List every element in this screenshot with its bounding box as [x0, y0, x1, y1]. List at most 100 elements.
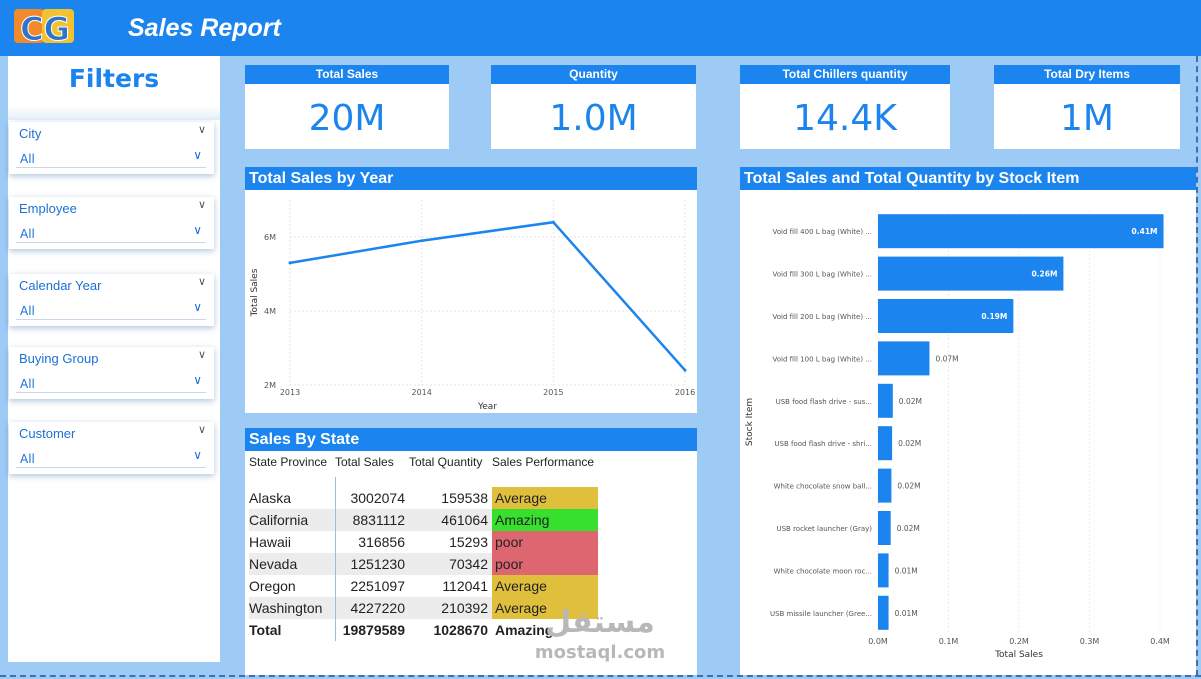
- chevron-down-icon[interactable]: ∨: [193, 448, 202, 462]
- bar[interactable]: [878, 553, 889, 588]
- table-row[interactable]: Hawaii 316856 15293 poor: [249, 531, 598, 553]
- cell-total-sales: 19879589: [342, 622, 405, 638]
- slicer-value: All: [20, 377, 35, 391]
- category-label: USB missile launcher (Gree...: [770, 610, 872, 618]
- sales-by-year-chart: 2M 4M 6M 2013 2014 2015 2016 Year Total Sales: [250, 200, 695, 412]
- bar[interactable]: [878, 468, 892, 503]
- chevron-down-icon[interactable]: ∨: [193, 223, 202, 237]
- x-axis-label: Year: [477, 402, 497, 412]
- kpi-value: 20M: [308, 98, 386, 139]
- sales-by-state-table: State Province Total Sales Total Quantit…: [249, 453, 598, 641]
- bar[interactable]: [878, 299, 1014, 333]
- slicer-dropdown[interactable]: All ∨: [16, 447, 206, 468]
- chevron-down-icon[interactable]: ∨: [197, 275, 206, 288]
- bar[interactable]: [878, 383, 893, 418]
- chevron-down-icon[interactable]: ∨: [193, 148, 202, 162]
- chevron-down-icon[interactable]: ∨: [197, 198, 206, 211]
- y-tick-label: 4M: [264, 307, 276, 316]
- category-label: White chocolate moon roc...: [774, 567, 872, 575]
- report-header: CG Sales Report: [0, 0, 1201, 56]
- category-label: USB rocket launcher (Gray): [776, 525, 872, 533]
- chevron-down-icon[interactable]: ∨: [193, 300, 202, 314]
- slicer-dropdown[interactable]: All ∨: [16, 299, 206, 320]
- category-label: Void fill 200 L bag (White) ...: [773, 313, 873, 321]
- slicer-dropdown[interactable]: All ∨: [16, 372, 206, 393]
- cell-state: Nevada: [249, 553, 336, 575]
- slicer-dropdown[interactable]: All ∨: [16, 147, 206, 168]
- kpi-label: Total Sales: [245, 65, 449, 84]
- category-label: Void fill 100 L bag (White) ...: [773, 355, 873, 363]
- data-label: 0.01M: [895, 609, 918, 618]
- y-tick-label: 6M: [264, 233, 276, 242]
- chevron-down-icon[interactable]: ∨: [197, 348, 206, 361]
- bar[interactable]: [878, 214, 1164, 249]
- bar[interactable]: [878, 511, 891, 545]
- chevron-down-icon[interactable]: ∨: [197, 123, 206, 136]
- bar[interactable]: [878, 595, 889, 630]
- data-label: 0.02M: [897, 524, 920, 533]
- sales-line-series: [289, 220, 686, 372]
- kpi-card-dry-items: Total Dry Items 1M: [994, 65, 1180, 149]
- sales-by-state-title: Sales By State: [245, 428, 697, 451]
- cell-sales: 1251230: [335, 553, 409, 575]
- cell-state: Oregon: [249, 575, 336, 597]
- table-header-row: State Province Total Sales Total Quantit…: [249, 453, 598, 477]
- col-header-performance[interactable]: Sales Performance: [492, 455, 595, 469]
- bar[interactable]: [878, 426, 893, 461]
- cell-quantity: 461064: [409, 509, 492, 531]
- kpi-label: Total Dry Items: [994, 65, 1180, 84]
- cell-performance: Average: [492, 487, 598, 509]
- col-header-sales[interactable]: Total Sales: [335, 455, 394, 469]
- slicer-value: All: [20, 152, 35, 166]
- kpi-label: Total Chillers quantity: [740, 65, 950, 84]
- cell-performance: Amazing: [492, 509, 598, 531]
- kpi-card-total-sales: Total Sales 20M: [245, 65, 449, 149]
- logo-text: CG: [20, 10, 70, 48]
- slicer-label: Employee: [19, 201, 77, 216]
- cell-total-performance: Amazing: [495, 622, 554, 638]
- data-label: 0.41M: [1132, 227, 1158, 236]
- sales-by-state-panel: Sales By State State Province Total Sale…: [245, 428, 697, 675]
- bar[interactable]: [878, 341, 930, 376]
- bar[interactable]: [878, 256, 1064, 291]
- category-label: Void fill 300 L bag (White) ...: [773, 271, 873, 279]
- x-tick-label: 2015: [543, 388, 563, 397]
- table-row[interactable]: California 8831112 461064 Amazing: [249, 509, 598, 531]
- x-tick-label: 0.1M: [939, 637, 959, 646]
- company-logo: CG: [14, 9, 74, 49]
- col-header-state[interactable]: State Province: [249, 455, 328, 469]
- cell-quantity: 15293: [449, 534, 488, 550]
- report-title: Sales Report: [128, 14, 281, 42]
- x-axis-label: Total Sales: [994, 650, 1043, 660]
- filters-title: Filters: [68, 64, 160, 93]
- table-row[interactable]: Alaska 3002074 159538 Average: [249, 487, 598, 509]
- cell-performance: poor: [492, 553, 598, 575]
- chevron-down-icon[interactable]: ∨: [197, 423, 206, 436]
- table-row[interactable]: Oregon 2251097 112041 Average: [249, 575, 598, 597]
- y-axis-label: Total Sales: [250, 268, 260, 317]
- cell-sales: 8831112: [335, 509, 409, 531]
- kpi-card-chillers-quantity: Total Chillers quantity 14.4K: [740, 65, 950, 149]
- slicer-customer: Customer ∨ All ∨: [9, 422, 214, 474]
- table-row[interactable]: Nevada 1251230 70342 poor: [249, 553, 598, 575]
- cell-performance: poor: [492, 531, 598, 553]
- canvas-border-right: [1196, 56, 1198, 676]
- table-spacer: [249, 477, 598, 487]
- col-header-quantity[interactable]: Total Quantity: [409, 455, 483, 469]
- cell-sales: 4227220: [335, 597, 409, 619]
- data-label: 0.02M: [897, 482, 920, 491]
- chevron-down-icon[interactable]: ∨: [193, 373, 202, 387]
- data-label: 0.02M: [898, 439, 921, 448]
- cell-quantity: 112041: [442, 578, 488, 594]
- x-tick-label: 0.2M: [1009, 637, 1029, 646]
- cell-quantity: 70342: [409, 553, 492, 575]
- data-point: [420, 239, 424, 243]
- table-row[interactable]: Washington 4227220 210392 Average: [249, 597, 598, 619]
- slicer-dropdown[interactable]: All ∨: [16, 222, 206, 243]
- slicer-employee: Employee ∨ All ∨: [9, 197, 214, 249]
- data-point: [551, 220, 555, 224]
- stock-item-chart: 0.0M 0.1M 0.2M 0.3M 0.4M Void fill 400 L bag …: [745, 210, 1170, 660]
- slicer-value: All: [20, 304, 35, 318]
- category-label: USB food flash drive - shri...: [774, 440, 872, 448]
- cell-sales: 3002074: [350, 490, 405, 506]
